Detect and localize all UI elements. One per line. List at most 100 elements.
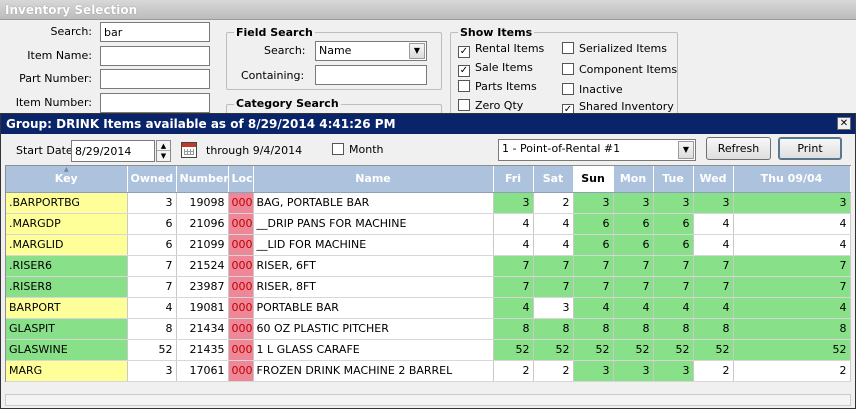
sale-items-checkbox[interactable]: ✓ Sale Items [458, 61, 533, 77]
cell-availability: 7 [533, 276, 574, 298]
date-spinner[interactable]: ▲ ▼ [156, 140, 171, 162]
column-header-fri[interactable]: Fri [493, 166, 534, 193]
cell-availability: 3 [613, 360, 654, 382]
cell-key: GLASWINE [6, 339, 128, 361]
store-select[interactable]: 1 - Point-of-Rental #1 ▼ [498, 139, 696, 161]
show-items-title: Show Items [458, 26, 535, 39]
cell-key: MARG [6, 360, 128, 382]
table-row[interactable]: .BARPORTBG 3 19098 000 BAG, PORTABLE BAR 3 2 3 3… [6, 192, 851, 214]
horizontal-scrollbar[interactable] [5, 394, 851, 406]
component-items-checkbox[interactable]: Component Items [562, 63, 677, 76]
cell-availability: 6 [653, 234, 694, 256]
cell-name: FROZEN DRINK MACHINE 2 BARREL [253, 360, 494, 382]
item-number-input[interactable] [100, 93, 210, 113]
cell-number: 21099 [176, 234, 229, 256]
cell-availability: 2 [533, 360, 574, 382]
column-header-key[interactable]: Key [6, 166, 128, 193]
store-value: 1 - Point-of-Rental #1 [502, 142, 621, 155]
cell-availability: 3 [733, 192, 851, 214]
cell-availability: 6 [573, 213, 614, 235]
cell-key: .MARGDP [6, 213, 128, 235]
table-row[interactable]: .MARGLID 6 21099 000 __LID FOR MACHINE 4 4 6 6 6 4… [6, 234, 851, 256]
cell-availability: 7 [693, 255, 734, 277]
start-date-input[interactable] [71, 140, 155, 162]
cell-key: BARPORT [6, 297, 128, 319]
cell-availability: 4 [733, 234, 851, 256]
serialized-items-checkbox[interactable]: Serialized Items [562, 42, 667, 55]
column-header-wed[interactable]: Wed [693, 166, 734, 193]
search-input[interactable] [100, 22, 210, 42]
field-search-select[interactable]: Name ▼ [315, 41, 427, 61]
table-row[interactable]: .MARGDP 6 21096 000 __DRIP PANS FOR MACHINE 4… [6, 213, 851, 235]
column-header-sun[interactable]: Sun [573, 166, 614, 193]
cell-availability: 4 [693, 213, 734, 235]
cell-availability: 3 [693, 192, 734, 214]
cell-availability: 6 [653, 213, 694, 235]
month-checkbox[interactable]: Month [332, 143, 383, 156]
column-header-name[interactable]: Name [253, 166, 494, 193]
cell-availability: 7 [573, 255, 614, 277]
cell-availability: 52 [693, 339, 734, 361]
inactive-checkbox[interactable]: Inactive [562, 83, 623, 96]
spin-down-icon[interactable]: ▼ [160, 152, 167, 160]
part-number-input[interactable] [100, 69, 210, 89]
cell-key: .MARGLID [6, 234, 128, 256]
cell-key: .RISER8 [6, 276, 128, 298]
cell-availability: 4 [733, 297, 851, 319]
table-row[interactable]: .RISER6 7 21524 000 RISER, 6FT 7 7 7 7 7 7 7 [6, 255, 851, 277]
cell-availability: 3 [653, 192, 694, 214]
cell-availability: 7 [493, 255, 534, 277]
table-row[interactable]: GLASPIT 8 21434 000 60 OZ PLASTIC PITCHER 8 8 8… [6, 318, 851, 340]
cell-availability: 4 [533, 234, 574, 256]
calendar-icon[interactable] [181, 142, 197, 158]
cell-number: 21434 [176, 318, 229, 340]
cell-availability: 7 [733, 255, 851, 277]
cell-availability: 4 [493, 297, 534, 319]
refresh-button[interactable]: Refresh [706, 137, 771, 160]
cell-name: 60 OZ PLASTIC PITCHER [253, 318, 494, 340]
cell-availability: 3 [493, 192, 534, 214]
cell-availability: 8 [693, 318, 734, 340]
spin-up-icon[interactable]: ▲ [157, 141, 170, 151]
column-header-thu[interactable]: Thu 09/04 [733, 166, 851, 193]
cell-number: 21096 [176, 213, 229, 235]
column-header-tue[interactable]: Tue [653, 166, 694, 193]
table-row[interactable]: .RISER8 7 23987 000 RISER, 8FT 7 7 7 7 7 7 7 [6, 276, 851, 298]
cell-availability: 3 [573, 192, 614, 214]
cell-availability: 7 [733, 276, 851, 298]
table-row[interactable]: GLASWINE 52 21435 000 1 L GLASS CARAFE 52 52 52… [6, 339, 851, 361]
cell-availability: 7 [613, 276, 654, 298]
column-header-mon[interactable]: Mon [613, 166, 654, 193]
cell-owned: 4 [127, 297, 177, 319]
availability-window-title: Group: DRINK Items available as of 8/29/… [1, 114, 855, 134]
show-items-group [450, 32, 678, 114]
table-row[interactable]: BARPORT 4 19081 000 PORTABLE BAR 4 3 4 4 4 4 4 [6, 297, 851, 319]
chevron-down-icon[interactable]: ▼ [409, 43, 425, 59]
item-number-label: Item Number: [15, 96, 92, 109]
parts-items-checkbox[interactable]: Parts Items [458, 80, 537, 93]
availability-window: Group: DRINK Items available as of 8/29/… [0, 113, 856, 409]
chevron-down-icon[interactable]: ▼ [678, 141, 694, 159]
close-icon[interactable]: ✕ [837, 117, 851, 130]
column-header-number[interactable]: Number [176, 166, 229, 193]
cell-availability: 4 [493, 234, 534, 256]
cell-loc: 000 [228, 234, 254, 256]
zero-qty-checkbox[interactable]: Zero Qty [458, 99, 523, 112]
cell-owned: 7 [127, 276, 177, 298]
cell-number: 17061 [176, 360, 229, 382]
cell-number: 23987 [176, 276, 229, 298]
availability-table: Key Owned Number Loc Name Fri Sat Sun Mo… [6, 166, 851, 382]
cell-availability: 4 [493, 213, 534, 235]
print-button[interactable]: Print [778, 137, 842, 160]
cell-owned: 3 [127, 360, 177, 382]
rental-items-checkbox[interactable]: ✓ Rental Items [458, 42, 545, 58]
column-header-sat[interactable]: Sat [533, 166, 574, 193]
cell-owned: 52 [127, 339, 177, 361]
item-name-input[interactable] [100, 46, 210, 66]
column-header-loc[interactable]: Loc [228, 166, 254, 193]
containing-input[interactable] [315, 65, 427, 85]
table-row[interactable]: MARG 3 17061 000 FROZEN DRINK MACHINE 2 BARR… [6, 360, 851, 382]
category-search-title: Category Search [234, 97, 341, 110]
column-header-owned[interactable]: Owned [127, 166, 177, 193]
cell-availability: 3 [653, 360, 694, 382]
